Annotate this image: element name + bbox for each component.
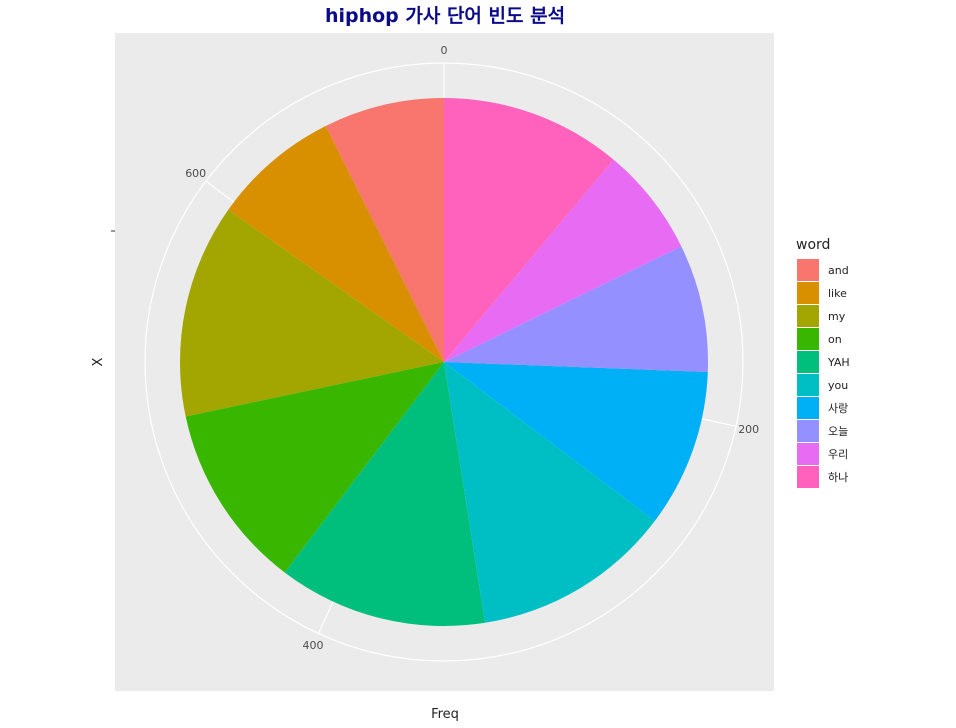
- pie-slice-3: [185, 362, 444, 573]
- legend-key-3: [797, 328, 819, 350]
- legend-label-9: 하나: [828, 470, 848, 484]
- theta-gridline: [205, 180, 235, 203]
- pie-slice-8: [444, 159, 682, 362]
- x-axis-label: Freq: [431, 707, 459, 722]
- theta-tick-label: 600: [185, 167, 206, 180]
- legend-key-2: [797, 305, 819, 327]
- legend-title: word: [796, 237, 830, 253]
- pie-slice-5: [444, 362, 655, 623]
- pie-slice-6: [444, 362, 708, 521]
- legend-label-3: on: [828, 333, 842, 346]
- pie-slice-7: [444, 246, 709, 373]
- legend-key-8: [797, 443, 819, 465]
- legend-key-9: [797, 466, 819, 488]
- theta-tick-label: 200: [738, 423, 759, 436]
- theta-ticks: 0 200 400 600: [185, 44, 759, 652]
- pie-slices: [179, 97, 709, 627]
- legend-label-8: 우리: [828, 448, 848, 461]
- legend-key-6: [797, 397, 819, 419]
- legend-key-7: [797, 420, 819, 442]
- theta-tick-label: 0: [441, 44, 448, 57]
- pie-slice-0: [325, 97, 444, 362]
- theta-tick-label: 400: [303, 639, 324, 652]
- y-axis-label: X: [91, 357, 106, 366]
- pie-slice-2: [179, 209, 444, 417]
- legend-label-1: like: [828, 287, 847, 300]
- legend-label-2: my: [828, 310, 846, 323]
- legend-label-4: YAH: [827, 356, 850, 369]
- pie-slice-4: [284, 362, 486, 627]
- legend-key-1: [797, 282, 819, 304]
- legend-label-5: you: [828, 379, 848, 392]
- theta-gridline: [701, 418, 737, 427]
- legend-key-5: [797, 374, 819, 396]
- legend-label-6: 사랑: [828, 402, 848, 415]
- chart-title: hiphop 가사 단어 빈도 분석: [325, 5, 565, 27]
- legend-key-4: [797, 351, 819, 373]
- pie-slice-1: [228, 126, 444, 362]
- legend-label-7: 오늘: [828, 425, 848, 438]
- theta-gridline: [317, 601, 334, 634]
- legend-key-0: [797, 259, 819, 281]
- pie-slice-9: [444, 98, 614, 362]
- legend-label-0: and: [828, 264, 849, 277]
